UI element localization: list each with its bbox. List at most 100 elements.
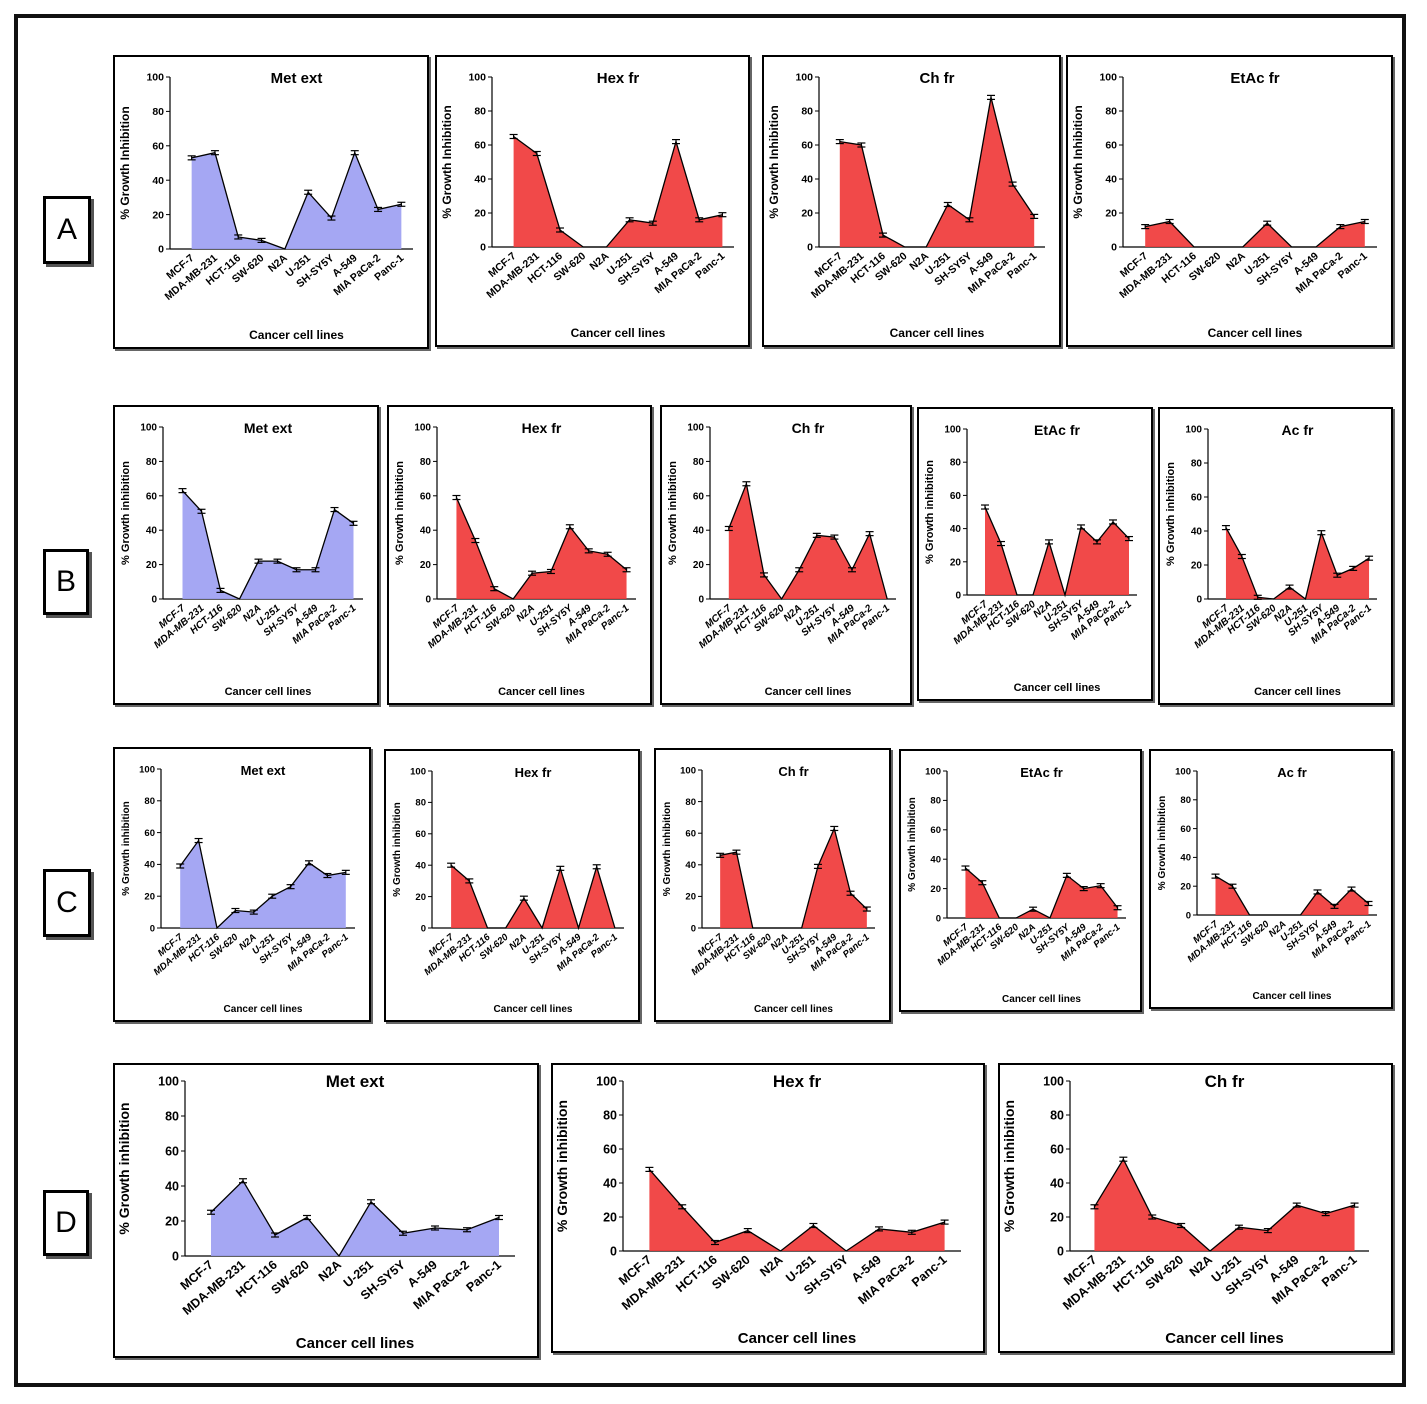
y-tick-label: 80 [415,798,426,809]
chart-title: Met ext [241,763,286,778]
y-tick-label: 40 [950,524,962,535]
x-axis-label: Cancer cell lines [1254,686,1341,698]
series-area [1215,876,1369,915]
y-axis-label: % Growth inhibition [907,797,918,891]
y-tick-label: 80 [165,1109,179,1123]
y-tick-label: 40 [146,526,158,537]
y-tick-label: 40 [165,1179,179,1193]
y-tick-label: 100 [925,766,941,777]
chart-svg: EtAc fr020406080100MCF-7MDA-MB-231HCT-11… [1071,70,1377,340]
chart-title: Ac fr [1282,422,1314,438]
chart-panel-a-etac-fr: EtAc fr 0 20 40 60 80 100 MCF-7 MDA-MB-231 HCT-11… [1066,55,1393,347]
y-tick-label: 80 [474,106,486,118]
y-axis-label: % Growth inhibition [120,461,132,565]
chart-panel-a-met-ext: Met ext 0 20 40 60 80 100 MCF-7 MDA-MB-231 HCT-11… [113,55,429,349]
y-tick-label: 100 [680,765,696,776]
y-tick-label: 20 [1191,561,1203,572]
y-tick-label: 80 [801,106,813,118]
chart-panel-d-ch-fr: Ch fr 0 20 40 60 80 100 MCF-7 MDA-MB-231 HCT-116 S… [998,1063,1393,1353]
x-axis-label: Cancer cell lines [224,1004,303,1015]
series-line [839,97,1035,248]
y-tick-label: 80 [685,797,696,808]
y-tick-label: 20 [1105,208,1117,220]
x-tick-label-n2a: N2A [757,1253,785,1280]
chart-title: Ch fr [792,420,825,436]
x-axis-label: Cancer cell lines [249,328,344,342]
y-tick-label: 0 [807,242,813,254]
chart-panel-a-hex-fr: Hex fr 0 20 40 60 80 100 MCF-7 MDA-MB-231 HCT-116… [435,55,750,347]
y-tick-label: 0 [421,923,426,934]
y-tick-label: 40 [1180,853,1191,864]
chart-panel-b-ch-fr: Ch fr 0 20 40 60 80 100 MCF-7 MDA-MB-231 HCT-116 S… [660,405,912,705]
y-tick-label: 0 [1057,1244,1064,1258]
chart-title: Ch fr [1205,1072,1245,1091]
chart-panel-c-ch-fr: Ch fr 0 20 40 60 80 100 MCF-7 MDA-MB-231 HCT-116 S… [654,748,891,1022]
y-tick-label: 0 [150,923,155,934]
y-tick-label: 100 [140,423,157,434]
y-axis-label: % Growth inhibition [121,801,132,895]
y-tick-label: 100 [944,425,961,436]
x-axis-label: Cancer cell lines [738,1330,856,1347]
y-axis-label: % Growth inhibition [392,802,403,896]
x-axis-label: Cancer cell lines [494,1004,573,1015]
chart-panel-c-ac-fr: Ac fr 0 20 40 60 80 100 MCF-7 MDA-MB-231 HCT-116 S… [1149,749,1393,1009]
y-tick-label: 100 [596,1074,617,1088]
x-axis-label: Cancer cell lines [498,686,585,698]
row-label-d-text: D [55,1206,77,1239]
y-tick-label: 20 [144,892,155,903]
series-line [1225,527,1370,601]
y-tick-label: 20 [146,560,158,571]
y-tick-label: 60 [1191,493,1203,504]
series-line [179,838,346,930]
y-tick-label: 40 [152,175,164,187]
y-tick-label: 100 [795,72,813,84]
series-line [1093,1157,1355,1252]
y-tick-label: 40 [1105,174,1117,186]
y-tick-label: 0 [1196,595,1202,606]
chart-svg: Hex fr020406080100MCF-7MDA-MB-231HCT-116… [440,70,734,340]
y-tick-label: 60 [930,825,941,836]
y-tick-label: 20 [415,892,426,903]
chart-svg: EtAc fr020406080100MCF-7MDA-MB-231HCT-11… [924,422,1137,694]
y-tick-label: 20 [1180,882,1191,893]
chart-panel-a-ch-fr: Ch fr 0 20 40 60 80 100 MCF-7 MDA-MB-231 HCT-116 S… [762,55,1061,347]
y-tick-label: 80 [152,106,164,118]
y-tick-label: 60 [474,140,486,152]
y-tick-label: 80 [1105,106,1117,118]
y-tick-label: 80 [950,458,962,469]
row-label-b-text: B [55,565,76,598]
y-tick-label: 40 [1050,1176,1064,1190]
chart-title: Ac fr [1277,765,1307,780]
row-label-b: B [43,549,89,615]
chart-svg: Met ext020406080100MCF-7MDA-MB-231HCT-11… [120,420,363,698]
chart-panel-c-etac-fr: EtAc fr 0 20 40 60 80 100 MCF-7 MDA-MB-231 HCT-11… [899,749,1142,1012]
chart-svg: Met ext020406080100MCF-7MDA-MB-231HCT-11… [116,1072,515,1352]
x-axis-label: Cancer cell lines [765,686,852,698]
row-label-a-text: A [56,213,77,246]
series-line [648,1168,945,1252]
y-tick-label: 20 [685,892,696,903]
y-tick-label: 80 [146,457,158,468]
y-tick-label: 20 [474,208,486,220]
chart-svg: Ac fr020406080100MCF-7MDA-MB-231HCT-116S… [1165,422,1377,698]
x-axis-label: Cancer cell lines [754,1004,833,1015]
y-axis-label: % Growth Inhibition [118,106,132,219]
y-tick-label: 80 [144,796,155,807]
y-tick-label: 60 [693,491,705,502]
x-axis-label: Cancer cell lines [1002,994,1081,1005]
series-line [513,135,723,248]
y-axis-label: % Growth Inhibition [440,105,454,218]
y-tick-label: 60 [1105,140,1117,152]
x-axis-label: Cancer cell lines [890,326,985,340]
chart-panel-c-met-ext: Met ext 0 20 40 60 80 100 MCF-7 MDA-MB-231 HCT-11… [113,747,371,1022]
series-area [1225,527,1370,599]
series-area [965,868,1118,918]
y-tick-label: 40 [801,174,813,186]
y-tick-label: 20 [603,1210,617,1224]
chart-title: EtAc fr [1020,765,1063,780]
row-label-c: C [43,869,91,937]
y-tick-label: 60 [146,491,158,502]
x-axis-label: Cancer cell lines [1165,1330,1283,1347]
chart-svg: Ac fr020406080100MCF-7MDA-MB-231HCT-116S… [1157,765,1377,1002]
y-tick-label: 0 [1186,910,1191,921]
